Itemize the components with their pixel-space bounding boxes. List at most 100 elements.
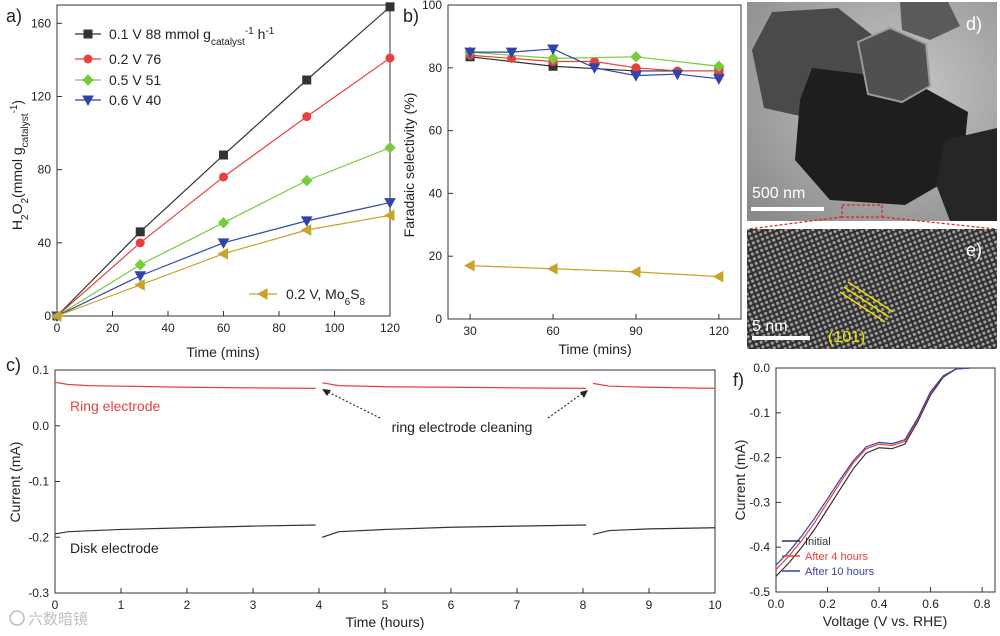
- panel-b-ytick-label: 60: [429, 124, 443, 138]
- panel-b-point-3: [505, 47, 518, 59]
- panel-c-xlabel: Time (hours): [346, 614, 425, 630]
- panel-f-xtick-label: 0.0: [768, 597, 785, 611]
- panel-f-label: f): [733, 370, 744, 390]
- panel-a-point-3: [217, 238, 230, 249]
- panel-a-chart: a) 0 20 40 60 80 100 120 0 40 80 120 160 Time (mins…: [6, 2, 400, 360]
- ring-electrode-label: Ring electrode: [70, 398, 160, 414]
- watermark-icon: [9, 610, 25, 626]
- panel-c-xtick-label: 2: [184, 598, 191, 612]
- panel-a-point-4: [300, 224, 312, 236]
- cleaning-arrowhead-right: [580, 390, 588, 398]
- panel-a-point-3: [300, 216, 313, 227]
- panel-c-series-line-0: [54, 381, 316, 389]
- panel-a-point-2: [384, 141, 396, 154]
- panel-b-series-line-4: [470, 265, 719, 278]
- legend-a-text: 0.1 V 88 mmol gcatalyst-1 h-1: [109, 26, 275, 48]
- tem-particle-4: [936, 128, 997, 221]
- panel-b-point-3: [630, 71, 642, 82]
- panel-b-xtick-label: 30: [463, 324, 477, 338]
- panel-c-series-line-1: [322, 524, 587, 538]
- panel-c-xtick-label: 5: [382, 598, 389, 612]
- panel-f-ytick-label: 0.0: [753, 361, 770, 375]
- panel-f-xtick-label: 0.8: [974, 597, 991, 611]
- panel-a-ytick-label: 0: [44, 309, 51, 323]
- panel-c-ytick-label: -0.2: [28, 530, 49, 544]
- panel-b-ylabel: Faradaic selectivity (%): [401, 93, 417, 238]
- panel-c-xtick-label: 9: [646, 598, 653, 612]
- panel-a-xtick-label: 80: [272, 321, 286, 335]
- panel-a-point-4: [50, 310, 62, 322]
- panel-a-xtick-label: 100: [324, 321, 344, 335]
- panel-a-xtick-label: 20: [106, 321, 120, 335]
- lattice-plane-label: (101): [828, 329, 865, 346]
- panel-d-label: d): [966, 14, 982, 34]
- panel-a-point-2: [134, 259, 146, 271]
- panel-f-ytick-label: -0.3: [749, 495, 770, 509]
- panel-b-xtick-label: 120: [709, 324, 729, 338]
- panel-a-point-1: [385, 53, 395, 63]
- panel-a-xtick-label: 0: [54, 321, 61, 335]
- panel-a-point-0: [219, 150, 228, 160]
- lattice-fringe-1: [839, 291, 886, 323]
- panel-a-ytick-label: 120: [31, 89, 51, 103]
- panel-b-chart: b) 30 60 90 120 0 20 40 60 80 100 Time (mins) Far…: [401, 0, 742, 357]
- panel-f-ytick-label: -0.5: [749, 585, 770, 599]
- legend-a-text: 0.2 V 76: [109, 51, 161, 67]
- disk-electrode-label: Disk electrode: [70, 540, 159, 556]
- panel-a-point-3: [134, 271, 147, 282]
- panel-b-xlabel: Time (mins): [558, 341, 631, 357]
- tem-particle-5: [900, 2, 960, 40]
- panel-a-point-1: [302, 112, 312, 122]
- panel-c-series-line-1: [54, 524, 316, 535]
- panel-c-label: c): [6, 355, 21, 375]
- legend-a-text: 0.6 V 40: [109, 92, 161, 108]
- panel-a-xlabel: Time (mins): [186, 344, 259, 360]
- panel-a-xtick-label: 60: [217, 321, 231, 335]
- panel-c-series-line-0: [322, 382, 587, 389]
- panel-c-xtick-label: 7: [514, 598, 521, 612]
- tem-scalebar-d-label: 500 nm: [752, 185, 805, 202]
- panel-a-point-3: [384, 198, 396, 209]
- panel-f-series-line-2: [775, 367, 970, 566]
- panel-b-point-2: [630, 51, 642, 63]
- tem-particle-2: [795, 68, 968, 205]
- panel-e-label: e): [966, 240, 982, 260]
- panel-b-xtick-label: 60: [546, 324, 560, 338]
- panel-f-legend: Initial After 4 hours After 10 hours: [782, 536, 875, 578]
- legend-f-text: After 4 hours: [805, 551, 868, 563]
- panel-c-xtick-label: 8: [580, 598, 587, 612]
- watermark-text: 六数暗镜: [28, 610, 88, 628]
- panel-b-point-4: [629, 266, 641, 278]
- legend-a-marker: [83, 29, 93, 39]
- panel-b-point-2: [547, 52, 559, 65]
- panel-a-point-4: [217, 247, 228, 260]
- panel-f-frame: [775, 367, 996, 593]
- panel-a-point-0: [385, 2, 395, 12]
- panel-a-point-0: [135, 227, 145, 237]
- panel-a-point-2: [301, 174, 313, 187]
- panel-a-ytick-label: 40: [38, 236, 52, 250]
- legend-a-text: 0.2 V, Mo6S8: [286, 286, 366, 308]
- legend-a-marker: [82, 74, 94, 86]
- lattice-fringe-2: [843, 286, 890, 318]
- panel-a-xtick-label: 40: [161, 321, 175, 335]
- legend-a-text: 0.5 V 51: [109, 72, 161, 88]
- panel-a-ylabel: H2O2(mmol gcatalyst-1): [9, 100, 31, 230]
- panel-b-point-3: [464, 47, 476, 59]
- panel-c-series-line-0: [592, 382, 716, 389]
- panel-b-frame: [447, 4, 742, 320]
- panel-d-tem-image: 500 nm d): [747, 2, 997, 221]
- panel-a-series-line-1: [56, 57, 391, 317]
- panel-b-label: b): [403, 6, 419, 26]
- panel-b-point-2: [713, 60, 725, 72]
- panel-a-point-4: [383, 209, 395, 222]
- panel-c-ytick-label: 0.0: [32, 419, 49, 433]
- panel-c-xtick-label: 6: [448, 598, 455, 612]
- panel-f-ytick-label: -0.1: [749, 406, 770, 420]
- panel-c-xtick-label: 1: [118, 598, 125, 612]
- legend-a-marker: [82, 95, 94, 107]
- panel-c-xtick-label: 3: [250, 598, 257, 612]
- panel-c-series-line-1: [592, 527, 716, 536]
- hrtem-scalebar: [752, 336, 810, 340]
